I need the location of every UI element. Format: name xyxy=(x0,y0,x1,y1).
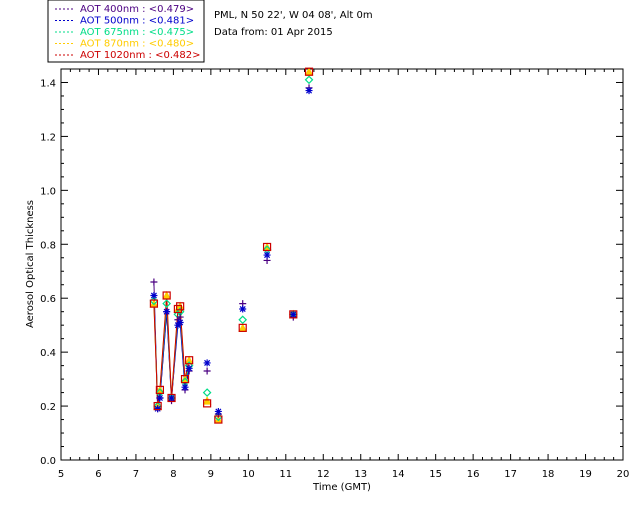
x-axis-label: Time (GMT) xyxy=(312,482,371,493)
marker-s0-p0 xyxy=(150,278,158,286)
x-tick-label: 9 xyxy=(208,469,214,480)
marker-s2-p3 xyxy=(162,299,172,308)
marker-s4-p4 xyxy=(167,393,176,403)
x-tick-label: 11 xyxy=(279,469,292,480)
x-tick-label: 7 xyxy=(133,469,139,480)
x-tick-label: 17 xyxy=(504,469,517,480)
legend-item-1: AOT 500nm : <0.481> xyxy=(80,16,194,27)
marker-s1-p14 xyxy=(305,87,313,95)
x-tick-label: 15 xyxy=(429,469,442,480)
x-tick-label: 14 xyxy=(392,469,405,480)
marker-s1-p8 xyxy=(185,364,193,372)
marker-s4-p10 xyxy=(214,415,223,424)
marker-s1-p9 xyxy=(203,359,211,367)
y-tick-label: 1.0 xyxy=(40,186,56,197)
y-tick-label: 0.6 xyxy=(40,294,56,305)
marker-s3-p9 xyxy=(202,396,212,405)
marker-s3-p3 xyxy=(162,290,171,300)
marker-s1-p13 xyxy=(289,310,297,318)
marker-s2-p9 xyxy=(202,388,212,397)
marker-s4-p8 xyxy=(185,356,194,365)
marker-s1-p12 xyxy=(263,251,271,259)
legend: AOT 400nm : <0.479>AOT 500nm : <0.481>AO… xyxy=(47,0,205,63)
y-tick-label: 0.8 xyxy=(40,240,56,251)
x-tick-label: 8 xyxy=(170,469,176,480)
x-tick-label: 16 xyxy=(467,469,480,480)
marker-s4-p9 xyxy=(203,399,212,408)
legend-item-2: AOT 675nm : <0.475> xyxy=(80,27,194,38)
x-tick-label: 6 xyxy=(95,469,101,480)
legend-frame xyxy=(47,0,205,63)
marker-s1-p0 xyxy=(150,292,158,300)
y-tick-label: 1.2 xyxy=(40,132,56,143)
marker-s1-p1 xyxy=(154,405,162,413)
y-axis-label: Aerosol Optical Thickness xyxy=(25,200,36,328)
marker-s0-p9 xyxy=(203,367,211,375)
marker-s1-p2 xyxy=(156,394,164,402)
plot-frame xyxy=(60,68,624,461)
marker-s1-p10 xyxy=(214,407,222,415)
marker-s4-p13 xyxy=(289,310,298,319)
marker-s4-p1 xyxy=(153,401,162,411)
marker-s4-p14 xyxy=(304,67,314,76)
legend-item-3: AOT 870nm : <0.480> xyxy=(80,39,194,50)
x-tick-label: 10 xyxy=(242,469,255,480)
marker-s2-p11 xyxy=(238,315,248,325)
marker-s2-p14 xyxy=(304,75,314,85)
y-tick-label: 0.2 xyxy=(40,402,56,413)
x-tick-label: 19 xyxy=(579,469,592,480)
marker-s4-p12 xyxy=(262,242,272,252)
legend-item-4: AOT 1020nm : <0.482> xyxy=(80,50,200,61)
marker-s4-p11 xyxy=(238,323,247,332)
marker-s4-p2 xyxy=(155,385,165,394)
marker-s4-p7 xyxy=(180,375,190,384)
site-info: PML, N 50 22', W 04 08', Alt 0m xyxy=(214,10,373,21)
x-tick-label: 18 xyxy=(542,469,555,480)
marker-s4-p3 xyxy=(162,291,171,300)
marker-s1-p6 xyxy=(176,318,184,326)
marker-s1-p4 xyxy=(168,394,176,402)
y-tick-label: 0.4 xyxy=(40,348,56,359)
date-info: Data from: 01 Apr 2015 xyxy=(214,27,333,38)
marker-s4-p5 xyxy=(173,304,182,314)
x-tick-label: 13 xyxy=(354,469,367,480)
y-tick-label: 0.0 xyxy=(40,456,56,467)
legend-item-0: AOT 400nm : <0.479> xyxy=(80,4,194,15)
marker-s1-p7 xyxy=(181,383,189,391)
marker-s1-p3 xyxy=(163,308,171,316)
marker-s4-p6 xyxy=(176,302,185,311)
y-tick-label: 1.4 xyxy=(40,78,56,89)
marker-s4-p0 xyxy=(149,299,159,308)
marker-s1-p11 xyxy=(239,305,247,313)
x-tick-label: 12 xyxy=(317,469,330,480)
x-tick-label: 20 xyxy=(617,469,630,480)
marker-s3-p11 xyxy=(238,323,248,332)
x-tick-label: 5 xyxy=(58,469,64,480)
